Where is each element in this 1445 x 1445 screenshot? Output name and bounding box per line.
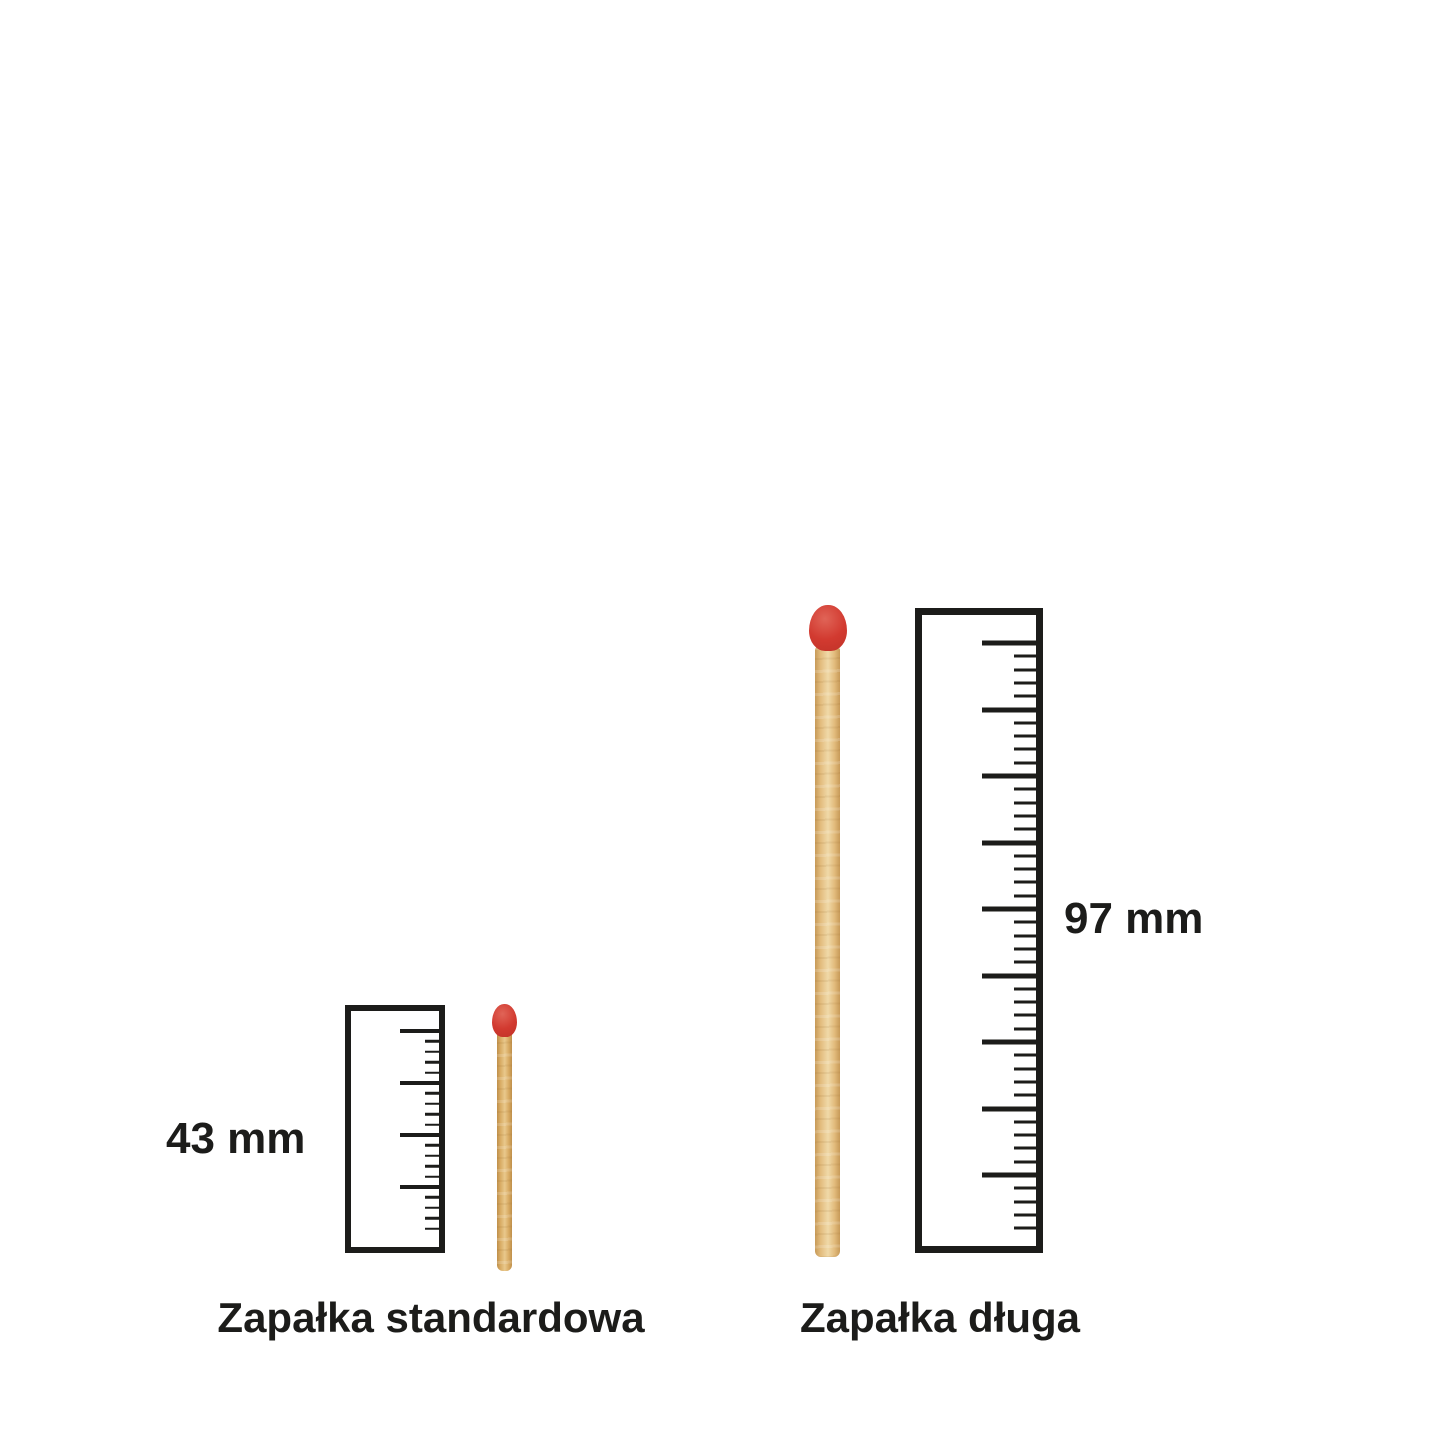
caption-long: Zapałka długa <box>799 1294 1081 1341</box>
match-head <box>809 605 847 651</box>
minor-tick <box>1014 1000 1036 1004</box>
minor-tick <box>1014 1200 1036 1204</box>
minor-tick <box>425 1196 439 1199</box>
minor-tick <box>1014 1120 1036 1124</box>
minor-tick <box>1014 1093 1036 1097</box>
minor-tick <box>1014 747 1036 751</box>
major-tick <box>400 1029 439 1033</box>
minor-tick <box>1014 880 1036 884</box>
minor-tick <box>1014 681 1036 685</box>
minor-tick <box>425 1092 439 1095</box>
minor-tick <box>1014 1213 1036 1217</box>
minor-tick <box>1014 787 1036 791</box>
major-tick <box>982 1106 1036 1111</box>
match-stem <box>497 1031 512 1271</box>
major-tick <box>982 773 1036 779</box>
minor-tick <box>1014 1053 1036 1057</box>
minor-tick <box>1014 1133 1036 1137</box>
ruler-long <box>915 608 1043 1253</box>
match-long <box>809 605 847 1257</box>
minor-tick <box>1014 814 1036 818</box>
minor-tick <box>425 1040 439 1043</box>
measurement-label-standard: 43 mm <box>166 1114 306 1163</box>
major-tick <box>400 1185 439 1189</box>
minor-tick <box>1014 654 1036 658</box>
minor-tick <box>1014 1146 1036 1150</box>
minor-tick <box>1014 721 1036 725</box>
minor-tick <box>425 1060 439 1064</box>
major-tick <box>982 906 1036 912</box>
minor-tick <box>1014 1013 1036 1017</box>
minor-tick <box>1014 668 1036 672</box>
major-tick <box>982 707 1036 712</box>
minor-tick <box>1014 1080 1036 1084</box>
match-standard <box>492 1004 518 1271</box>
major-tick <box>982 973 1036 978</box>
minor-tick <box>425 1164 439 1168</box>
minor-tick <box>1014 801 1036 805</box>
ruler-standard <box>345 1005 445 1253</box>
minor-tick <box>425 1112 439 1116</box>
major-tick <box>400 1133 439 1137</box>
minor-tick <box>1014 920 1036 924</box>
major-tick <box>400 1081 439 1085</box>
minor-tick <box>425 1102 439 1106</box>
minor-tick <box>425 1123 439 1126</box>
minor-tick <box>1014 761 1036 765</box>
minor-tick <box>1014 734 1036 738</box>
minor-tick <box>425 1154 439 1158</box>
minor-tick <box>425 1216 439 1220</box>
minor-tick <box>1014 694 1036 698</box>
minor-tick <box>1014 1186 1036 1190</box>
measurement-label-long: 97 mm <box>1064 894 1204 943</box>
minor-tick <box>1014 867 1036 871</box>
minor-tick <box>1014 960 1036 964</box>
minor-tick <box>425 1206 439 1210</box>
minor-tick <box>1014 854 1036 858</box>
minor-tick <box>1014 827 1036 831</box>
minor-tick <box>1014 1027 1036 1031</box>
major-tick <box>982 1172 1036 1178</box>
minor-tick <box>1014 934 1036 938</box>
minor-tick <box>425 1050 439 1054</box>
minor-tick <box>425 1144 439 1147</box>
match-head <box>492 1004 517 1037</box>
minor-tick <box>1014 947 1036 951</box>
major-tick <box>982 840 1036 845</box>
minor-tick <box>1014 1067 1036 1071</box>
major-tick <box>982 640 1036 646</box>
minor-tick <box>1014 894 1036 898</box>
minor-tick <box>425 1071 439 1074</box>
minor-tick <box>425 1227 439 1230</box>
minor-tick <box>1014 1226 1036 1230</box>
major-tick <box>982 1039 1036 1045</box>
caption-standard: Zapałka standardowa <box>217 1294 645 1341</box>
minor-tick <box>425 1175 439 1178</box>
match-stem <box>815 647 840 1257</box>
minor-tick <box>1014 1160 1036 1164</box>
minor-tick <box>1014 987 1036 991</box>
